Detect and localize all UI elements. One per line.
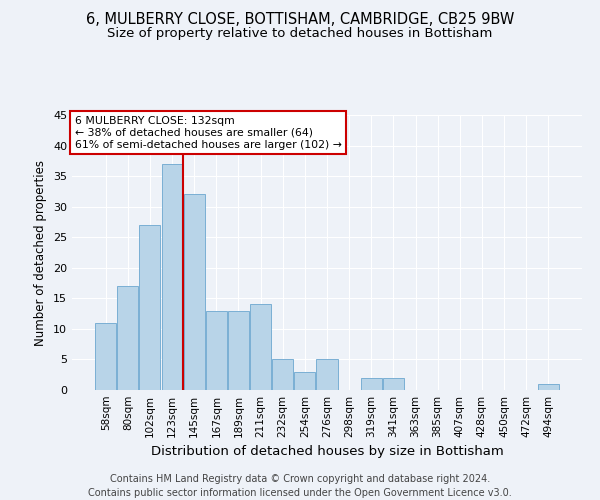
Bar bbox=[95, 323, 116, 390]
Bar bbox=[383, 378, 404, 390]
Bar bbox=[295, 372, 316, 390]
Bar bbox=[184, 194, 205, 390]
Bar bbox=[538, 384, 559, 390]
Bar bbox=[250, 304, 271, 390]
Bar bbox=[361, 378, 382, 390]
Y-axis label: Number of detached properties: Number of detached properties bbox=[34, 160, 47, 346]
Bar bbox=[272, 360, 293, 390]
Bar bbox=[139, 225, 160, 390]
Bar bbox=[228, 310, 249, 390]
Text: 6, MULBERRY CLOSE, BOTTISHAM, CAMBRIDGE, CB25 9BW: 6, MULBERRY CLOSE, BOTTISHAM, CAMBRIDGE,… bbox=[86, 12, 514, 28]
Text: 6 MULBERRY CLOSE: 132sqm
← 38% of detached houses are smaller (64)
61% of semi-d: 6 MULBERRY CLOSE: 132sqm ← 38% of detach… bbox=[74, 116, 341, 150]
Bar bbox=[316, 360, 338, 390]
Text: Contains HM Land Registry data © Crown copyright and database right 2024.
Contai: Contains HM Land Registry data © Crown c… bbox=[88, 474, 512, 498]
Bar bbox=[118, 286, 139, 390]
Bar bbox=[161, 164, 182, 390]
X-axis label: Distribution of detached houses by size in Bottisham: Distribution of detached houses by size … bbox=[151, 446, 503, 458]
Bar bbox=[206, 310, 227, 390]
Text: Size of property relative to detached houses in Bottisham: Size of property relative to detached ho… bbox=[107, 28, 493, 40]
